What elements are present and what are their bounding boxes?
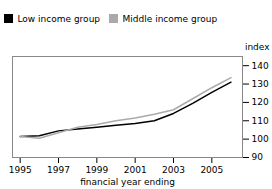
- svg-text:financial year ending: financial year ending: [80, 176, 175, 186]
- svg-text:index: index: [245, 41, 270, 51]
- svg-text:2003: 2003: [162, 164, 185, 174]
- svg-text:140: 140: [252, 60, 269, 70]
- html-text:Middle income group: Middle income group: [122, 13, 218, 24]
- svg-text:120: 120: [252, 97, 269, 107]
- svg-text:110: 110: [252, 115, 269, 125]
- svg-text:130: 130: [252, 78, 269, 88]
- svg-text:100: 100: [252, 134, 269, 144]
- svg-text:90: 90: [252, 152, 264, 162]
- svg-text:1995: 1995: [9, 164, 32, 174]
- html-text:Low income group: Low income group: [17, 13, 100, 24]
- svg-text:2001: 2001: [124, 164, 147, 174]
- svg-text:1999: 1999: [85, 164, 108, 174]
- svg-text:2005: 2005: [200, 164, 223, 174]
- svg-text:1997: 1997: [47, 164, 70, 174]
